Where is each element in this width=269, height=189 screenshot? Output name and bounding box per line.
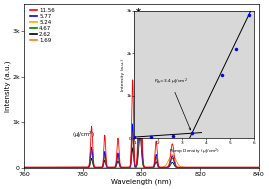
Legend: 11.56, 5.77, 5.24, 4.67, 2.62, 1.69: 11.56, 5.77, 5.24, 4.67, 2.62, 1.69: [29, 7, 55, 43]
Text: ($\mu$J/cm$^2$): ($\mu$J/cm$^2$): [72, 129, 95, 140]
X-axis label: Wavelength (nm): Wavelength (nm): [111, 178, 172, 185]
Text: *: *: [136, 8, 141, 18]
Y-axis label: Intensity (a.u.): Intensity (a.u.): [4, 60, 11, 112]
